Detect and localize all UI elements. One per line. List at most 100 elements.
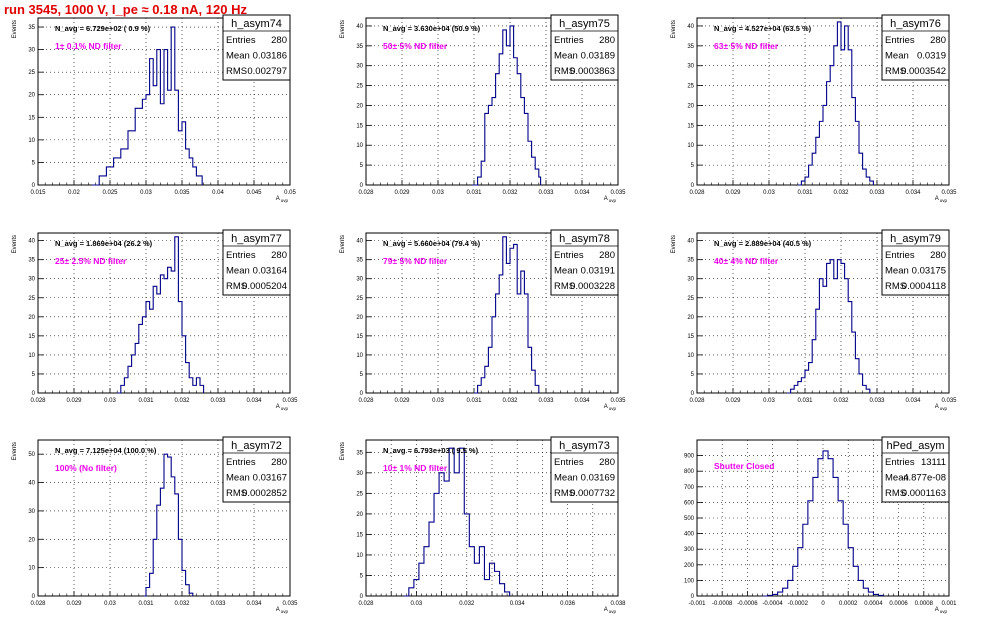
x-tick-label: 0.034 [574, 190, 590, 196]
y-tick-label: 40 [28, 239, 35, 245]
x-axis-title: Auvp [276, 607, 289, 614]
x-tick-label: 0.0002 [839, 601, 858, 607]
stats-label: Mean [885, 473, 909, 484]
x-tick-label: 0.032 [502, 190, 518, 196]
x-tick-label: -0.0008 [712, 601, 733, 607]
x-axis-title: Auvp [276, 196, 289, 203]
y-tick-label: 25 [28, 70, 35, 76]
stats-label: Mean [226, 473, 250, 484]
y-axis-title: Events [12, 20, 18, 38]
stats-value: 0.0001163 [902, 488, 946, 499]
y-tick-label: 0 [32, 391, 36, 397]
x-tick-label: 0.028 [30, 398, 46, 404]
y-tick-label: 35 [356, 44, 363, 50]
stats-label: Entries [226, 457, 256, 468]
stats-box [222, 436, 291, 503]
x-tick-label: 0.015 [30, 190, 46, 196]
y-tick-label: 10 [28, 566, 35, 572]
histogram-h_asym73: 0.028 0.03 0.032 0.034 0.036 0.038 0 5 10 15 20 25 3… [340, 436, 626, 614]
stats-box [881, 14, 950, 81]
y-tick-label: 10 [356, 353, 363, 359]
navg-label: N_avg = 1.869e+04 (26.2 %) [55, 239, 153, 248]
y-axis-title: Events [340, 20, 346, 38]
histogram-line [117, 236, 205, 394]
histogram-h_asym78: 0.028 0.029 0.03 0.031 0.032 0.033 0.034 0.035 0… [340, 229, 626, 411]
x-tick-label: 0.032 [174, 398, 190, 404]
x-tick-label: 0.035 [282, 601, 298, 607]
histogram-line [144, 453, 194, 597]
plot-frame [37, 17, 291, 186]
x-tick-label: 0.032 [459, 601, 475, 607]
stats-label: Entries [885, 250, 915, 261]
y-tick-label: 40 [356, 24, 363, 30]
stats-label: RMS [885, 488, 906, 499]
y-tick-label: 5 [360, 573, 364, 579]
x-tick-label: 0.03 [432, 398, 444, 404]
histogram-h_asym72: 0.028 0.029 0.03 0.031 0.032 0.033 0.034 0.035 0… [12, 436, 298, 614]
x-tick-label: 0.034 [905, 190, 921, 196]
x-tick-label: 0.031 [797, 398, 813, 404]
y-tick-label: 0 [360, 391, 364, 397]
x-tick-label: 0.029 [725, 398, 741, 404]
y-tick-label: 10 [28, 138, 35, 144]
x-tick-label: -0.0002 [788, 601, 809, 607]
stats-box [550, 229, 619, 296]
x-tick-label: 0.036 [560, 601, 576, 607]
stats-label: RMS [554, 488, 575, 499]
stats-value: 0.0002852 [242, 488, 287, 499]
stats-label: Entries [885, 457, 915, 468]
y-tick-label: 600 [684, 500, 695, 506]
stats-value: 280 [599, 35, 615, 46]
x-tick-label: 0.04 [212, 190, 224, 196]
stats-title: h_asym73 [559, 440, 610, 452]
stats-value: 0.03191 [581, 266, 615, 277]
stats-value: 280 [271, 35, 287, 46]
y-tick-label: 35 [356, 450, 363, 456]
stats-value: 0.03164 [253, 266, 287, 277]
x-tick-label: 0.033 [538, 190, 554, 196]
stats-label: RMS [554, 66, 575, 77]
stats-label: Entries [226, 35, 256, 46]
x-tick-label: 0.025 [102, 190, 118, 196]
x-tick-label: 0.034 [246, 601, 262, 607]
stats-label: Mean [885, 51, 909, 62]
x-tick-label: 0.034 [246, 398, 262, 404]
stats-value: -4.877e-08 [900, 473, 946, 484]
filter-label: 100% (No filter) [55, 463, 117, 473]
y-tick-label: 0 [691, 183, 695, 189]
stats-value: 0.002797 [247, 66, 287, 77]
x-tick-label: 0.033 [210, 601, 226, 607]
stats-box [881, 229, 950, 296]
stats-label: RMS [226, 488, 247, 499]
stats-label: Entries [554, 250, 584, 261]
x-tick-label: 0.0004 [864, 601, 883, 607]
x-tick-label: 0.031 [797, 190, 813, 196]
x-tick-label: 0.033 [869, 398, 885, 404]
navg-label: N_avg = 2.889e+04 (40.5 %) [714, 239, 812, 248]
x-tick-label: 0.03 [104, 398, 116, 404]
y-tick-label: 15 [28, 334, 35, 340]
stats-value: 280 [930, 35, 946, 46]
stats-value: 280 [930, 250, 946, 261]
y-axis-title: Events [340, 442, 346, 460]
y-tick-label: 20 [687, 103, 694, 109]
stats-value: 0.0003542 [901, 66, 946, 77]
filter-label: 50± 5% ND filter [383, 41, 448, 51]
stats-label: RMS [226, 281, 247, 292]
y-tick-label: 25 [356, 84, 363, 90]
plot-frame [37, 439, 291, 597]
y-tick-label: 30 [28, 277, 35, 283]
y-tick-label: 5 [32, 160, 36, 166]
stats-label: Entries [554, 35, 584, 46]
stats-value: 0.0003863 [570, 66, 615, 77]
x-axis-title: Auvp [604, 196, 617, 203]
x-tick-label: 0.028 [689, 190, 705, 196]
stats-value: 0.0004118 [902, 281, 946, 292]
x-tick-label: 0.03 [104, 601, 116, 607]
stats-value: 0.03175 [912, 266, 946, 277]
stats-value: 280 [271, 250, 287, 261]
histogram-h_asym79: 0.028 0.029 0.03 0.031 0.032 0.033 0.034 0.035 0… [671, 229, 957, 411]
y-tick-label: 15 [687, 334, 694, 340]
page-title: run 3545, 1000 V, I_pe ≈ 0.18 nA, 120 Hz [4, 2, 247, 17]
y-tick-label: 15 [28, 115, 35, 121]
